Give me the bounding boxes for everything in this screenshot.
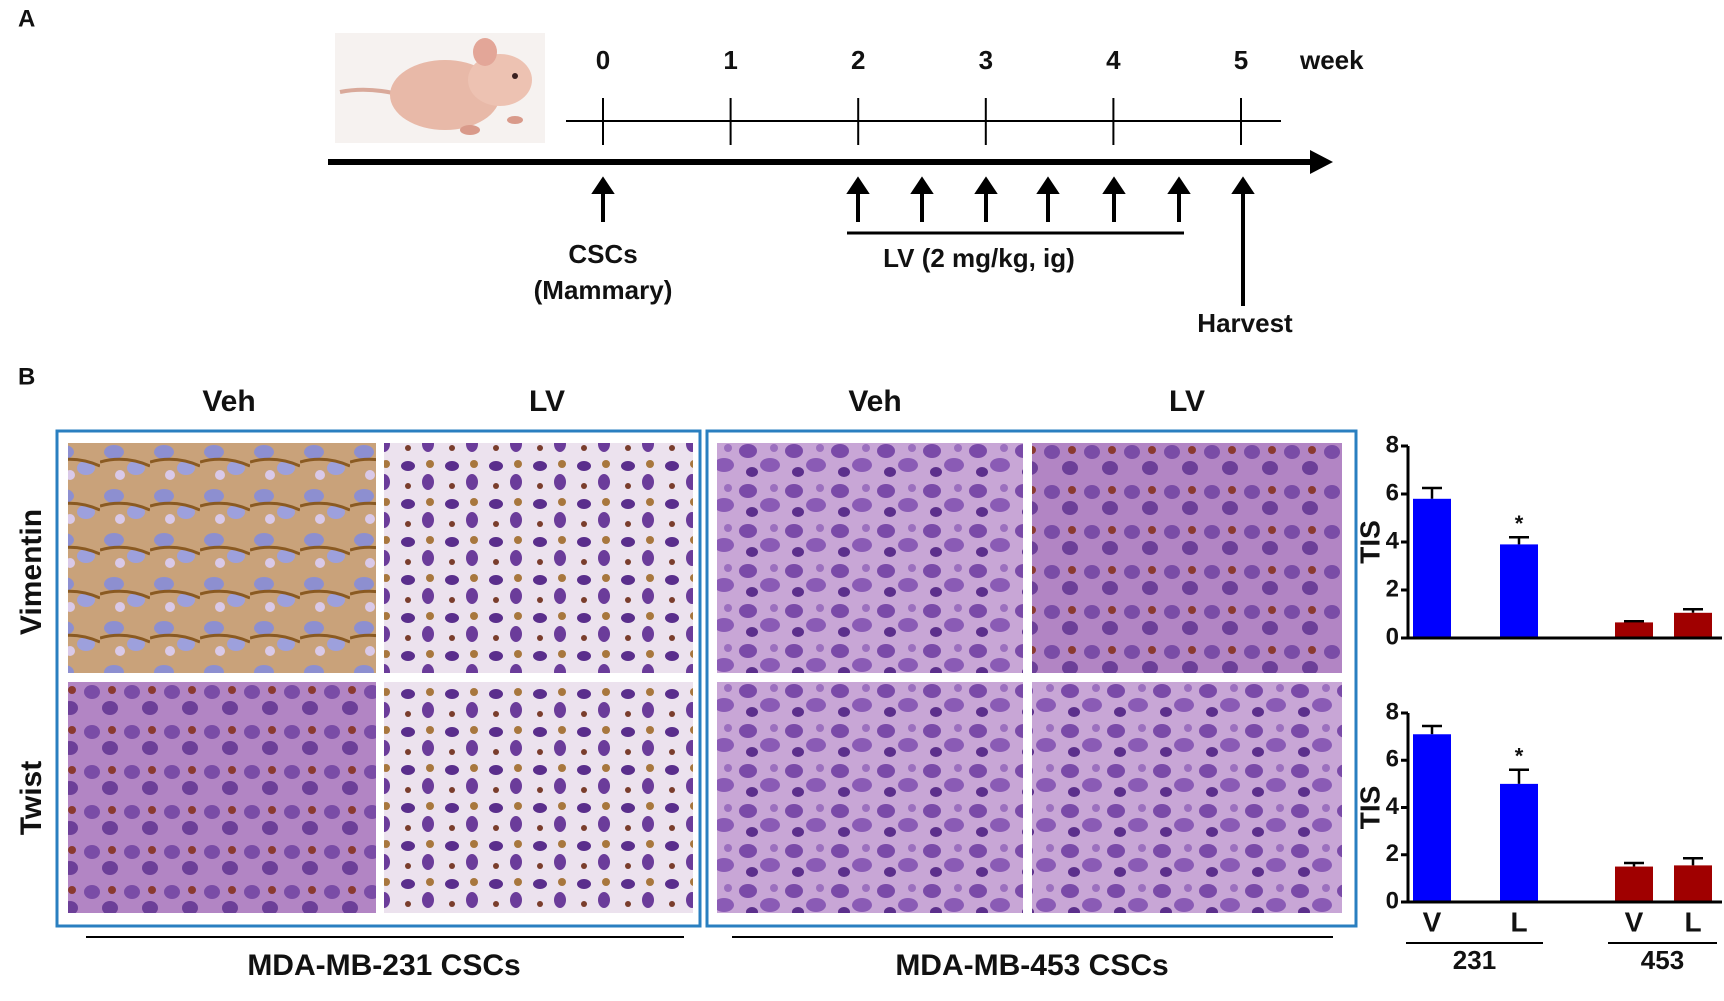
row-label: Twist	[15, 761, 48, 835]
y-tick-label: 0	[1386, 887, 1399, 914]
y-tick-label: 6	[1386, 479, 1399, 506]
group-label: MDA-MB-453 CSCs	[895, 949, 1168, 982]
lv-label: LV (2 mg/kg, ig)	[883, 243, 1075, 273]
y-tick-label: 2	[1386, 575, 1399, 602]
row-label: Vimentin	[15, 509, 48, 635]
histology-image	[717, 443, 1023, 673]
bar	[1674, 612, 1712, 638]
x-tick-label: V	[1423, 906, 1442, 937]
column-label: Veh	[848, 385, 901, 418]
significance-marker: *	[1515, 511, 1524, 536]
csc-label: CSCs	[568, 239, 637, 269]
histology-image	[1032, 443, 1342, 673]
week-label: 0	[596, 45, 610, 75]
y-axis-label: TIS	[1354, 786, 1385, 830]
week-label: 5	[1234, 45, 1248, 75]
column-label: Veh	[202, 385, 255, 418]
column-label: LV	[1169, 385, 1205, 418]
week-label: 4	[1106, 45, 1121, 75]
x-tick-label: L	[1684, 906, 1701, 937]
week-label: 2	[851, 45, 865, 75]
bar	[1500, 544, 1538, 638]
y-tick-label: 0	[1386, 623, 1399, 650]
histology-image	[717, 682, 1023, 913]
histology-image	[68, 443, 376, 673]
bar	[1615, 866, 1653, 902]
week-label: 1	[723, 45, 737, 75]
week-unit: week	[1299, 45, 1364, 75]
mouse-illustration	[335, 33, 545, 143]
group-label: 453	[1641, 945, 1684, 975]
histology-image	[384, 682, 693, 913]
histology-image	[1032, 682, 1342, 913]
y-tick-label: 4	[1386, 793, 1400, 820]
arrowhead	[1310, 150, 1333, 174]
panel-label: A	[18, 5, 35, 32]
y-tick-label: 6	[1386, 746, 1399, 773]
bar	[1615, 622, 1653, 638]
y-tick-label: 2	[1386, 840, 1399, 867]
bar	[1413, 498, 1451, 638]
group-label: MDA-MB-231 CSCs	[247, 949, 520, 982]
week-label: 3	[979, 45, 993, 75]
bar	[1674, 865, 1712, 902]
y-tick-label: 8	[1386, 431, 1399, 458]
bar	[1413, 734, 1451, 902]
histology-image	[384, 443, 693, 673]
dose-arrows	[591, 176, 1255, 306]
significance-marker: *	[1515, 744, 1524, 769]
bar	[1500, 783, 1538, 902]
y-tick-label: 4	[1386, 527, 1400, 554]
x-tick-label: L	[1510, 906, 1527, 937]
image-frame	[705, 429, 1358, 928]
group-label: 231	[1453, 945, 1496, 975]
csc-sublabel: (Mammary)	[534, 275, 673, 305]
x-tick-label: V	[1625, 906, 1644, 937]
panel-label: B	[18, 363, 35, 390]
image-frame	[55, 429, 702, 928]
y-axis-label: TIS	[1354, 520, 1385, 564]
y-tick-label: 8	[1386, 698, 1399, 725]
harvest-label: Harvest	[1197, 308, 1293, 338]
histology-image	[68, 682, 376, 913]
column-label: LV	[529, 385, 565, 418]
